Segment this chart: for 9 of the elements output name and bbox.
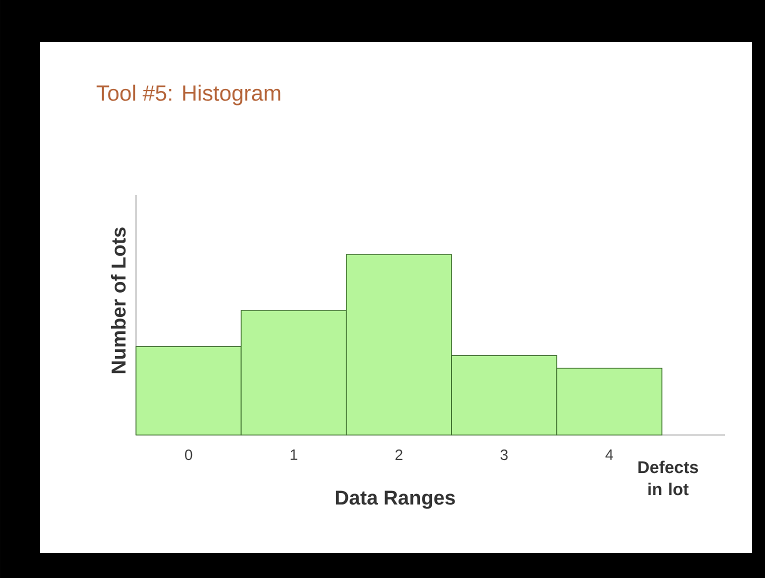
x-tick-label: 2 (396, 450, 402, 460)
text: Defects in lot (638, 460, 698, 496)
x-tick-label: 3 (500, 450, 508, 460)
x-tick-label: 4 (605, 450, 614, 460)
y-axis-title: Number of Lots (110, 228, 126, 374)
x-axis-title: Data Ranges (336, 490, 455, 509)
chart-title: Tool #5: Histogram (96, 84, 280, 106)
x-tick-label: 0 (185, 450, 192, 460)
x-tick-label: 1 (290, 450, 298, 460)
